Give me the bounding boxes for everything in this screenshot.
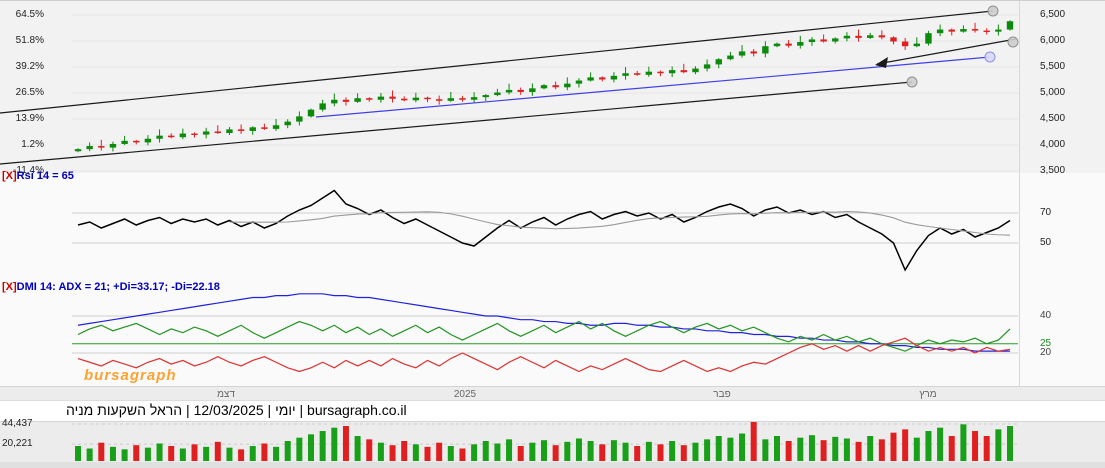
title-strip: [0, 400, 1105, 422]
short-trendline[interactable]: [876, 38, 1017, 65]
price-axis-pct-label: 26.5%: [15, 87, 44, 98]
price-axis-price-label: 6,500: [1040, 9, 1066, 20]
price-axis-price-label: 6,000: [1040, 35, 1066, 46]
volume-bars-group: [75, 422, 1013, 461]
title-bar-text: יומי | 12/03/2025 | הראל השקעות מניה | b…: [66, 402, 407, 418]
channel-upper-trendline[interactable]: [0, 10, 994, 114]
dmi-label-text: DMI 14: ADX = 21; +Di=33.17; -Di=22.18: [16, 281, 220, 293]
dmi-chart-canvas[interactable]: [0, 279, 1105, 386]
dmi-indicator-label: [X]DMI 14: ADX = 21; +Di=33.17; -Di=22.1…: [2, 281, 220, 293]
rsi-label-text: Rsi 14 = 65: [16, 170, 74, 182]
rsi-panel-background: [0, 173, 1105, 279]
dmi-axis-label: 25: [1040, 337, 1052, 349]
rsi-indicator-label: [X]Rsi 14 = 65: [2, 170, 74, 182]
support-trendline[interactable]: [315, 56, 991, 118]
price-axis-price-label: 5,000: [1040, 87, 1066, 98]
dmi-plus-di-line: [77, 320, 1011, 352]
rsi-line: [77, 189, 1011, 272]
trendline-handle[interactable]: [1007, 36, 1019, 48]
price-gridlines: [72, 14, 1018, 172]
rsi-chart-canvas[interactable]: [0, 173, 1105, 279]
dmi-adx-line: [77, 293, 1010, 352]
xaxis-label: פבר: [713, 389, 731, 400]
rsi-ma-line: [229, 211, 1011, 236]
volume-chart-canvas[interactable]: [0, 422, 1105, 468]
dmi-close-button[interactable]: [X]: [2, 281, 17, 293]
price-axis-price-label: 5,500: [1040, 61, 1066, 72]
price-axis-price-label: 4,000: [1040, 139, 1066, 150]
title-bar: יומי | 12/03/2025 | הראל השקעות מניה | b…: [0, 400, 1105, 422]
rsi-axis-label: 70: [1040, 207, 1052, 218]
trendline-handle[interactable]: [987, 5, 999, 17]
dmi-minus-di-line: [77, 337, 1011, 373]
dmi-axis-label: 40: [1040, 310, 1052, 321]
price-axis-pct-label: 51.8%: [15, 35, 44, 46]
watermark: bursagraph: [84, 367, 177, 384]
candles-group[interactable]: [74, 20, 1014, 153]
price-axis-price-label: 4,500: [1040, 113, 1066, 124]
price-axis-pct-label: 64.5%: [15, 9, 44, 20]
horizontal-scrollbar[interactable]: [0, 462, 1105, 468]
xaxis-label: 2025: [453, 389, 477, 400]
price-chart-canvas[interactable]: [0, 1, 1105, 173]
volume-axis-label: 20,221: [2, 438, 33, 450]
price-axis-pct-label: 39.2%: [15, 61, 44, 72]
xaxis-strip: [0, 386, 1105, 400]
rsi-close-button[interactable]: [X]: [2, 170, 17, 182]
price-axis-pct-label: 1.2%: [21, 139, 44, 150]
trendline-handle[interactable]: [906, 76, 918, 88]
channel-lower-trendline[interactable]: [0, 81, 913, 165]
trendline-handle[interactable]: [984, 51, 996, 63]
short-trendline-arrow: [875, 57, 888, 68]
volume-axis-label: 44,437: [2, 417, 33, 429]
rsi-axis-label: 50: [1040, 237, 1052, 248]
xaxis-label: מרץ: [919, 389, 937, 400]
dmi-axis-label: 20: [1040, 347, 1052, 358]
price-axis-pct-label: -11.4%: [13, 165, 44, 176]
plot-right-border: [1019, 1, 1020, 386]
price-axis-pct-label: 13.9%: [15, 113, 44, 124]
price-axis-price-label: 3,500: [1040, 165, 1066, 176]
xaxis-label: דצמ: [217, 389, 235, 400]
